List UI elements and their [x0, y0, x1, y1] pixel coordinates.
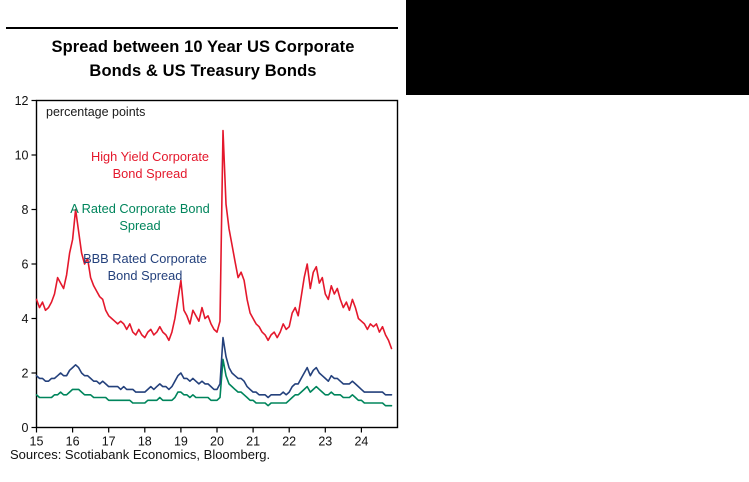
legend-bbb-rated: BBB Rated Corporate Bond Spread: [40, 251, 250, 285]
sources-note: Sources: Scotiabank Economics, Bloomberg…: [10, 447, 271, 462]
axis-unit-note: percentage points: [46, 105, 146, 119]
series-line-a-rated-corporate-bond-spread: [35, 358, 393, 407]
y-tick-label: 2: [22, 367, 29, 381]
x-tick-label: 20: [210, 435, 224, 449]
x-tick-label: 15: [30, 435, 44, 449]
background-black-region: [406, 0, 749, 95]
legend-high-yield: High Yield Corporate Bond Spread: [40, 149, 260, 183]
x-tick-label: 24: [354, 435, 368, 449]
x-tick-label: 19: [174, 435, 188, 449]
x-tick-label: 16: [66, 435, 80, 449]
chart-title-line1: Spread between 10 Year US Corporate: [51, 38, 355, 56]
y-tick-label: 6: [22, 258, 29, 272]
x-tick-label: 17: [102, 435, 116, 449]
top-rule: [6, 27, 398, 29]
y-tick-label: 10: [15, 149, 29, 163]
legend-bbb-rated-line2: Bond Spread: [107, 267, 183, 283]
y-tick-label: 8: [22, 203, 29, 217]
chart-figure: Spread between 10 Year US Corporate Bond…: [0, 27, 406, 462]
legend-high-yield-line1: High Yield Corporate: [90, 149, 210, 164]
legend-a-rated: A Rated Corporate Bond Spread: [30, 201, 250, 235]
y-tick-label: 0: [22, 421, 29, 435]
legend-bbb-rated-line1: BBB Rated Corporate: [83, 251, 207, 266]
chart-title-line2: Bonds & US Treasury Bonds: [89, 61, 317, 80]
legend-a-rated-line2: Spread: [119, 217, 161, 233]
chart-title: Spread between 10 Year US Corporate Bond…: [0, 36, 406, 84]
x-tick-label: 22: [282, 435, 296, 449]
y-tick-label: 12: [15, 94, 29, 108]
legend-high-yield-line2: Bond Spread: [112, 165, 188, 181]
legend-a-rated-line1: A Rated Corporate Bond: [70, 201, 210, 216]
x-tick-label: 23: [318, 435, 332, 449]
series-line-high-yield-corporate-bond-spread: [35, 129, 393, 350]
x-tick-label: 21: [246, 435, 260, 449]
x-tick-label: 18: [138, 435, 152, 449]
series-line-bbb-rated-corporate-bond-spread: [35, 336, 393, 399]
y-tick-label: 4: [22, 312, 29, 326]
